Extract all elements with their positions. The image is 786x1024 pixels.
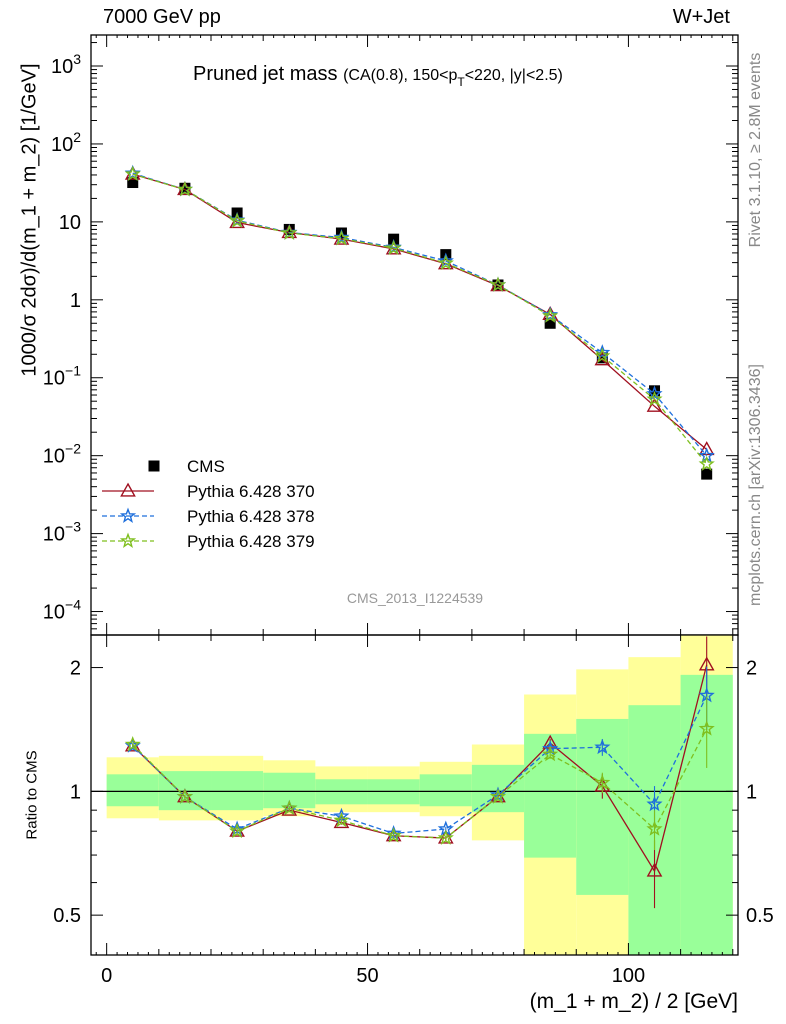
- pythia-6-428-378-point: [594, 344, 611, 360]
- x-tick-label: 100: [612, 965, 645, 987]
- legend-marker-pythia-6-428-379: [119, 532, 137, 548]
- cms-point: [179, 182, 191, 194]
- ratio-pythia-6-428-378-point: [594, 738, 611, 755]
- ratio-pythia-6-428-370-point: [437, 829, 454, 844]
- y-tick-label: 10: [59, 212, 81, 234]
- pythia-6-428-370-line: [132, 173, 708, 451]
- uncertainty-band-inner: [211, 771, 264, 811]
- y-tick-label: 102: [51, 129, 81, 156]
- pythia-6-428-379-point: [281, 224, 298, 240]
- pythia-6-428-379-point: [542, 307, 559, 323]
- uncertainty-band-inner: [419, 774, 472, 807]
- analysis-id-watermark: CMS_2013_I1224539: [347, 590, 483, 606]
- pythia-6-428-379-point: [385, 239, 402, 256]
- cms-point: [127, 177, 139, 189]
- ratio-y-tick-label-right: 0.5: [746, 905, 774, 927]
- pythia-6-428-378-point: [333, 229, 350, 245]
- ratio-pythia-6-428-379-point: [176, 788, 194, 804]
- ratio-pythia-6-428-370-point: [177, 788, 193, 803]
- ratio-y-axis-label: Ratio to CMS: [23, 750, 41, 840]
- ratio-pythia-6-428-379-point: [698, 720, 715, 736]
- ratio-panel: 0 50 100 (m_1 + m_2) / 2 [GeV] 0.5 0.5 1 1 2 2: [53, 634, 774, 1013]
- x-tick-label: 50: [356, 965, 378, 987]
- ratio-pythia-6-428-379-point: [594, 774, 611, 790]
- y-tick-label: 103: [51, 51, 81, 78]
- ratio-y-tick-label-right: 1: [746, 781, 757, 803]
- ratio-pythia-6-428-379-point: [333, 811, 350, 828]
- pythia-6-428-378-point: [646, 385, 663, 401]
- pythia-6-428-378-point: [124, 164, 141, 181]
- ratio-pythia-6-428-370-line: [132, 664, 708, 873]
- ratio-pythia-6-428-379-point: [385, 827, 402, 843]
- ratio-pythia-6-428-378-point: [646, 795, 663, 812]
- main-panel: 10−4 10−3 10−2 10−1 1 10 102 103 Pruned jet mass…: [43, 34, 739, 636]
- legend-label-pythia-6-428-379: Pythia 6.428 379: [187, 532, 315, 551]
- y-tick-label: 10−4: [43, 597, 81, 624]
- energy-label: 7000 GeV pp: [103, 6, 221, 28]
- pythia-6-428-379-point: [333, 230, 350, 246]
- main-y-axis-label: 1000/σ 2dσ)/d(m_1 + m_2) [1/GeV]: [18, 63, 41, 377]
- ratio-pythia-6-428-379-point: [281, 799, 298, 816]
- y-tick-label: 10−2: [43, 441, 81, 468]
- pythia-6-428-379-point: [176, 180, 193, 197]
- y-tick-label: 10−3: [43, 519, 81, 546]
- cms-point: [596, 352, 608, 364]
- legend-marker-pythia-6-428-370: [120, 482, 136, 497]
- pythia-6-428-379-point: [437, 254, 454, 271]
- legend-label-pythia-6-428-378: Pythia 6.428 378: [187, 507, 315, 526]
- ratio-pythia-6-428-379-point: [489, 788, 507, 804]
- legend-marker-cms: [148, 460, 160, 472]
- cms-point: [544, 317, 556, 329]
- ratio-y-tick-label: 2: [70, 658, 81, 680]
- ratio-pythia-6-428-370-point: [646, 862, 663, 877]
- pythia-6-428-379-point: [489, 276, 507, 292]
- pythia-6-428-379-point: [646, 390, 663, 407]
- y-tick-label: 10−1: [43, 363, 81, 390]
- pythia-6-428-370-point: [646, 397, 663, 412]
- legend-label-pythia-6-428-370: Pythia 6.428 370: [187, 482, 315, 501]
- pythia-6-428-379-point: [228, 212, 246, 228]
- pythia-6-428-379-point: [594, 347, 611, 363]
- ratio-pythia-6-428-378-line: [132, 695, 708, 835]
- x-tick-label: 0: [101, 965, 112, 987]
- x-axis-label: (m_1 + m_2) / 2 [GeV]: [530, 990, 738, 1013]
- ratio-y-tick-label: 1: [70, 781, 81, 803]
- mcplots-label: mcplots.cern.ch [arXiv:1306.3436]: [747, 364, 764, 606]
- pythia-6-428-379-point: [124, 165, 141, 182]
- pythia-6-428-378-line: [132, 172, 708, 457]
- legend-marker-pythia-6-428-378: [119, 507, 137, 523]
- ratio-plot-frame: [90, 634, 739, 956]
- uncertainty-band-inner: [106, 774, 159, 807]
- y-tick-label: 1: [70, 290, 81, 312]
- process-label: W+Jet: [672, 6, 730, 28]
- pythia-6-428-379-line: [132, 173, 708, 465]
- ratio-pythia-6-428-379-point: [229, 822, 246, 839]
- ratio-y-tick-label-right: 2: [746, 658, 757, 680]
- ratio-pythia-6-428-379-point: [646, 820, 663, 836]
- ratio-pythia-6-428-379-point: [437, 829, 454, 845]
- ratio-pythia-6-428-379-point: [124, 735, 141, 752]
- ratio-y-tick-label: 0.5: [53, 905, 81, 927]
- cms-point: [283, 223, 295, 235]
- plot-title: Pruned jet mass (CA(0.8), 150<pT<220, |y…: [193, 63, 563, 89]
- legend-label-cms: CMS: [187, 457, 225, 476]
- pythia-6-428-370-point: [698, 441, 715, 456]
- ratio-pythia-6-428-379-point: [542, 745, 559, 762]
- cms-point: [701, 468, 713, 480]
- rivet-version-label: Rivet 3.1.10, ≥ 2.8M events: [747, 52, 764, 248]
- pythia-6-428-379-point: [698, 455, 715, 471]
